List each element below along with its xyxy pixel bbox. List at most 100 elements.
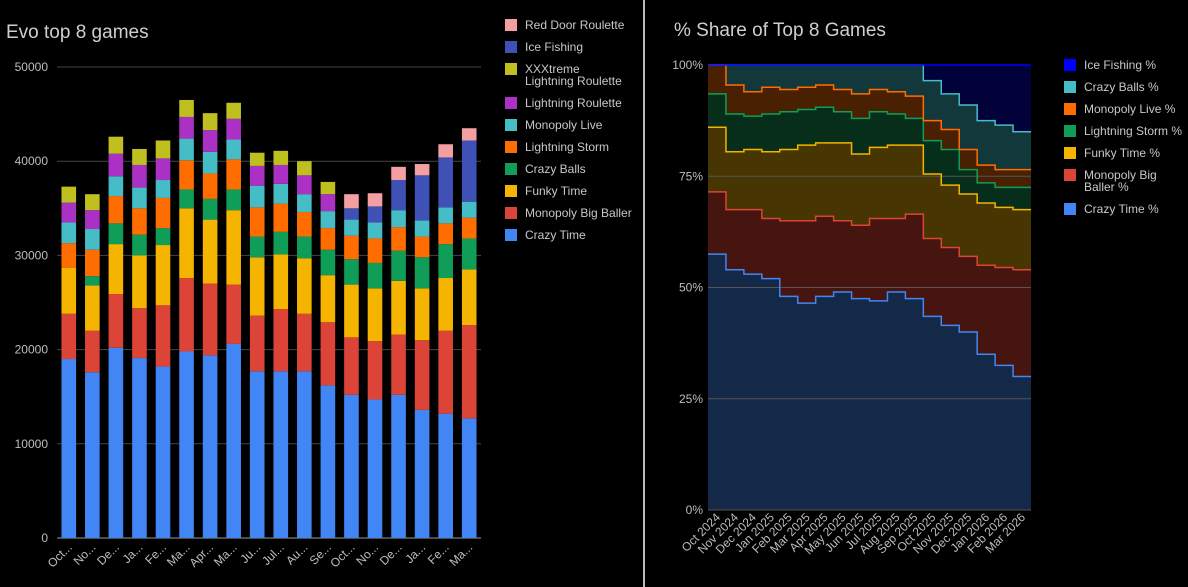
bar-segment-lightning-roulette[interactable]	[273, 164, 289, 184]
bar-segment-crazy-balls[interactable]	[85, 276, 100, 286]
bar-segment-monopoly-live[interactable]	[202, 151, 218, 174]
bar-segment-ice-fishing[interactable]	[367, 206, 383, 223]
bar-segment-crazy-balls[interactable]	[461, 238, 477, 270]
bar-segment-crazy-balls[interactable]	[320, 249, 336, 276]
bar-segment-monopoly-big-baller[interactable]	[132, 308, 147, 359]
bar-segment-lightning-roulette[interactable]	[108, 153, 124, 177]
bar-segment-monopoly-live[interactable]	[391, 210, 406, 228]
bar-segment-lightning-storm[interactable]	[155, 197, 171, 229]
bar-segment-red-door-roulette[interactable]	[461, 128, 477, 141]
bar-segment-xxxtreme-lightning-roulette[interactable]	[61, 186, 77, 203]
bar-segment-lightning-storm[interactable]	[344, 235, 359, 260]
bar-segment-crazy-balls[interactable]	[226, 189, 241, 211]
bar-segment-xxxtreme-lightning-roulette[interactable]	[108, 136, 124, 154]
bar-segment-crazy-time[interactable]	[202, 355, 218, 538]
bar-segment-funky-time[interactable]	[391, 280, 406, 335]
bar-segment-lightning-storm[interactable]	[85, 249, 100, 277]
legend-item-monopoly-big-baller[interactable]: Monopoly Big Baller	[505, 206, 632, 220]
bar-segment-monopoly-big-baller[interactable]	[273, 309, 289, 372]
legend-item-ice-fishing[interactable]: Ice Fishing	[505, 40, 583, 54]
bar-segment-monopoly-live[interactable]	[132, 187, 147, 209]
area-monopoly-big-baller-pct[interactable]	[708, 191, 1031, 377]
bar-segment-crazy-time[interactable]	[226, 343, 241, 538]
bar-segment-funky-time[interactable]	[202, 219, 218, 284]
bar-segment-crazy-balls[interactable]	[132, 234, 147, 256]
bar-segment-monopoly-live[interactable]	[438, 207, 453, 224]
bar-segment-crazy-time[interactable]	[85, 372, 100, 538]
bar-segment-xxxtreme-lightning-roulette[interactable]	[179, 99, 194, 117]
bar-segment-monopoly-live[interactable]	[273, 183, 289, 204]
bar-segment-xxxtreme-lightning-roulette[interactable]	[202, 113, 218, 131]
bar-segment-funky-time[interactable]	[249, 257, 265, 316]
bar-segment-funky-time[interactable]	[85, 285, 100, 331]
bar-segment-lightning-roulette[interactable]	[202, 130, 218, 152]
bar-segment-monopoly-big-baller[interactable]	[391, 334, 406, 395]
bar-segment-crazy-balls[interactable]	[367, 262, 383, 289]
bar-segment-monopoly-live[interactable]	[61, 222, 77, 244]
bar-segment-monopoly-live[interactable]	[179, 138, 194, 161]
bar-segment-monopoly-big-baller[interactable]	[155, 305, 171, 367]
bar-segment-crazy-time[interactable]	[391, 394, 406, 538]
bar-segment-funky-time[interactable]	[367, 288, 383, 342]
bar-segment-xxxtreme-lightning-roulette[interactable]	[249, 152, 265, 166]
bar-segment-crazy-time[interactable]	[414, 409, 430, 538]
bar-segment-lightning-storm[interactable]	[108, 196, 124, 224]
bar-segment-crazy-time[interactable]	[297, 371, 312, 538]
bar-segment-monopoly-big-baller[interactable]	[344, 337, 359, 395]
bar-segment-monopoly-live[interactable]	[461, 201, 477, 218]
legend-item-xxxtreme-lightning-roulette[interactable]: XXXtreme Lightning Roulette	[505, 62, 622, 88]
bar-segment-crazy-time[interactable]	[438, 413, 453, 538]
bar-segment-lightning-storm[interactable]	[461, 217, 477, 239]
bar-segment-monopoly-big-baller[interactable]	[61, 313, 77, 360]
legend-item-monopoly-live[interactable]: Monopoly Live	[505, 118, 603, 132]
bar-segment-crazy-time[interactable]	[249, 371, 265, 538]
bar-segment-lightning-storm[interactable]	[202, 173, 218, 199]
bar-segment-lightning-roulette[interactable]	[320, 194, 336, 212]
bar-segment-lightning-storm[interactable]	[320, 228, 336, 250]
bar-segment-lightning-storm[interactable]	[414, 236, 430, 258]
bar-segment-crazy-balls[interactable]	[297, 236, 312, 259]
bar-segment-red-door-roulette[interactable]	[414, 164, 430, 176]
bar-segment-ice-fishing[interactable]	[344, 208, 359, 220]
bar-segment-funky-time[interactable]	[179, 208, 194, 279]
bar-segment-red-door-roulette[interactable]	[344, 194, 359, 209]
legend-item-crazy-time[interactable]: Crazy Time	[505, 228, 586, 242]
bar-segment-crazy-balls[interactable]	[249, 236, 265, 258]
bar-segment-funky-time[interactable]	[132, 255, 147, 309]
bar-segment-funky-time[interactable]	[414, 288, 430, 341]
bar-segment-crazy-time[interactable]	[344, 394, 359, 538]
bar-segment-lightning-storm[interactable]	[391, 227, 406, 251]
legend-item-crazy-balls-pct[interactable]: Crazy Balls %	[1064, 80, 1159, 94]
bar-segment-monopoly-big-baller[interactable]	[108, 294, 124, 348]
bar-segment-lightning-roulette[interactable]	[61, 202, 77, 223]
bar-segment-ice-fishing[interactable]	[438, 157, 453, 208]
bar-segment-xxxtreme-lightning-roulette[interactable]	[85, 194, 100, 211]
bar-segment-lightning-roulette[interactable]	[226, 118, 241, 140]
bar-segment-lightning-roulette[interactable]	[249, 165, 265, 186]
bar-segment-crazy-time[interactable]	[61, 359, 77, 538]
legend-item-lightning-storm-pct[interactable]: Lightning Storm %	[1064, 124, 1182, 138]
bar-segment-monopoly-big-baller[interactable]	[85, 330, 100, 373]
bar-segment-funky-time[interactable]	[297, 258, 312, 314]
bar-segment-monopoly-live[interactable]	[226, 139, 241, 160]
bar-segment-monopoly-big-baller[interactable]	[179, 278, 194, 352]
bar-segment-funky-time[interactable]	[320, 275, 336, 323]
legend-item-ice-fishing-pct[interactable]: Ice Fishing %	[1064, 58, 1156, 72]
bar-segment-monopoly-big-baller[interactable]	[438, 330, 453, 414]
bar-segment-red-door-roulette[interactable]	[438, 144, 453, 158]
bar-segment-monopoly-live[interactable]	[155, 180, 171, 198]
bar-segment-monopoly-big-baller[interactable]	[320, 322, 336, 386]
bar-segment-funky-time[interactable]	[461, 269, 477, 326]
legend-item-lightning-roulette[interactable]: Lightning Roulette	[505, 96, 622, 110]
bar-segment-monopoly-live[interactable]	[320, 211, 336, 229]
bar-segment-crazy-time[interactable]	[155, 366, 171, 538]
bar-segment-red-door-roulette[interactable]	[367, 193, 383, 207]
bar-segment-monopoly-big-baller[interactable]	[461, 325, 477, 419]
bar-segment-crazy-balls[interactable]	[273, 231, 289, 255]
bar-segment-monopoly-live[interactable]	[344, 219, 359, 236]
bar-segment-lightning-roulette[interactable]	[155, 158, 171, 181]
area-crazy-time-pct[interactable]	[708, 254, 1031, 510]
bar-segment-ice-fishing[interactable]	[391, 180, 406, 211]
bar-segment-lightning-storm[interactable]	[438, 223, 453, 245]
bar-segment-crazy-balls[interactable]	[391, 250, 406, 281]
